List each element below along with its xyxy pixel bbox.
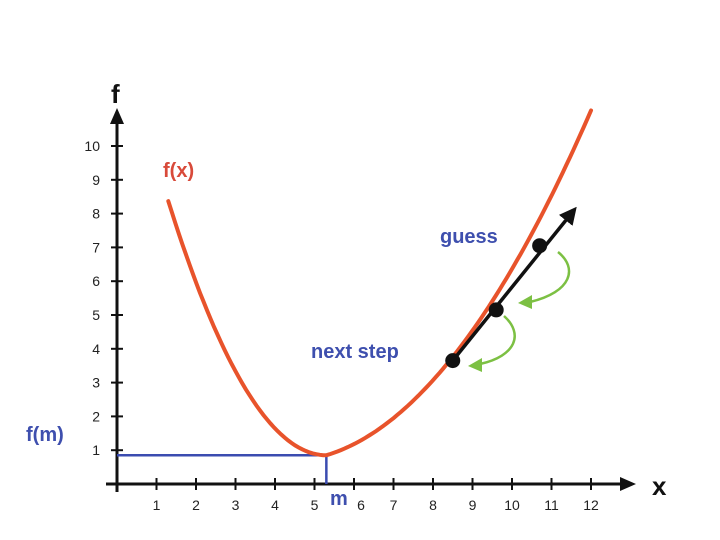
iteration-points [445,238,548,369]
minimum-y-label: f(m) [26,424,64,446]
y-tick-label: 5 [92,307,100,323]
step-arrow-upper [529,251,571,304]
x-tick-label: 5 [311,497,319,513]
y-tick-label: 4 [92,341,100,357]
minimum-x-label: m [330,488,348,510]
x-tick-label: 4 [271,497,279,513]
x-tick-label: 2 [192,497,200,513]
x-ticks: 1 2 3 4 5 6 7 8 9 10 11 12 [153,478,599,513]
guess-point [532,238,548,254]
y-tick-label: 10 [84,138,100,154]
x-tick-label: 8 [429,497,437,513]
x-tick-label: 11 [544,497,559,513]
x-axis-arrowhead [620,477,636,491]
y-axis-name: f [111,79,120,109]
y-tick-label: 2 [92,408,100,424]
guess-label: guess [440,226,498,248]
y-tick-label: 8 [92,206,100,222]
x-tick-label: 6 [357,497,365,513]
y-tick-label: 7 [92,239,100,255]
x-tick-label: 10 [504,497,520,513]
x-axis-name: x [652,471,667,501]
gradient-direction-arrow [451,206,577,362]
x-tick-label: 12 [583,497,599,513]
function-curve [166,108,593,458]
y-tick-label: 3 [92,375,100,391]
step-arrow-lower-head [468,358,482,372]
x-tick-label: 1 [153,497,161,513]
next-step-label: next step [311,341,399,363]
step-arrow-upper-head [518,295,532,309]
y-axis-arrowhead [110,108,124,124]
y-tick-label: 9 [92,172,100,188]
y-tick-label: 6 [92,273,100,289]
step-arrow-lower [479,315,516,366]
curve-label: f(x) [163,160,194,182]
y-ticks: 1 2 3 4 5 6 7 8 9 10 [84,138,123,458]
next-step-point [445,353,461,369]
x-tick-label: 3 [232,497,240,513]
y-tick-label: 1 [92,442,100,458]
x-tick-label: 7 [390,497,398,513]
x-tick-label: 9 [469,497,477,513]
middle-point [488,302,504,318]
